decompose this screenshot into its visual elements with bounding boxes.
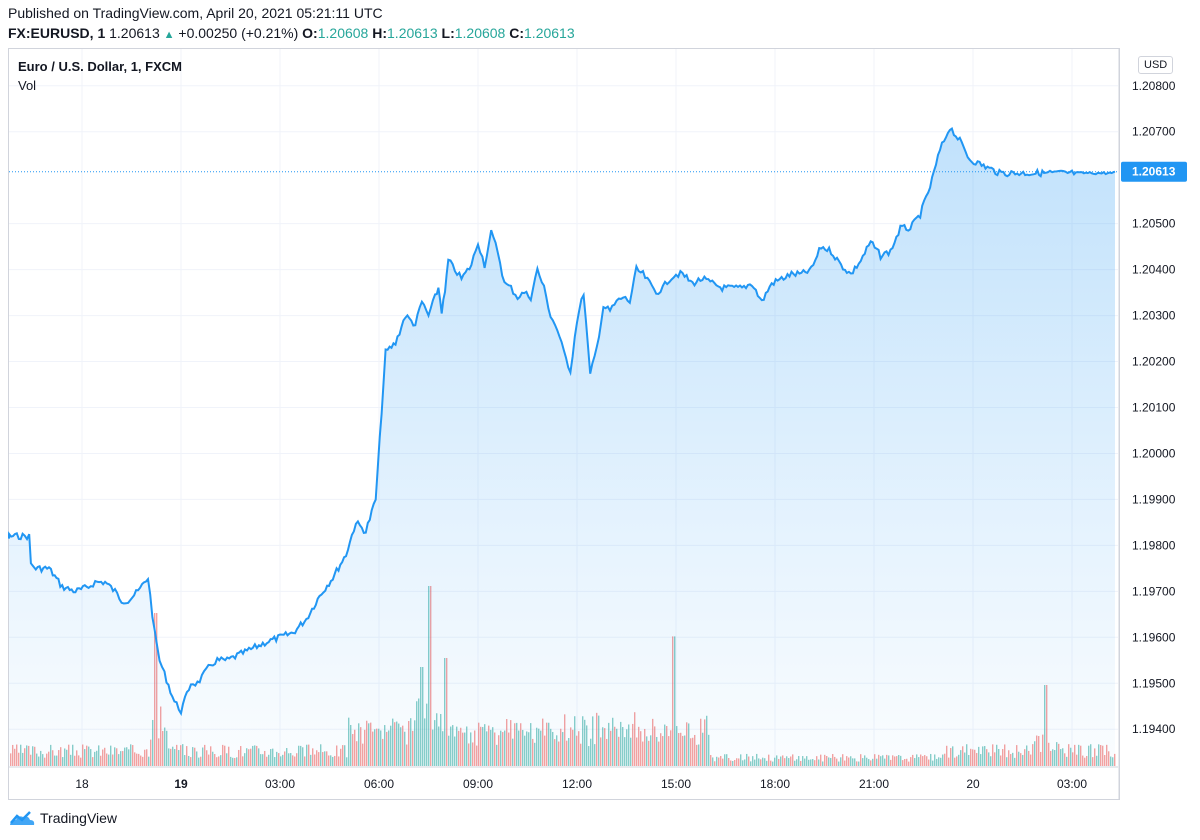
x-tick-label: 19 [174, 777, 188, 791]
x-tick-label: 20 [966, 777, 980, 791]
currency-label[interactable]: USD [1138, 56, 1174, 74]
brand-name: TradingView [40, 810, 118, 826]
symbol-quote-line: FX:EURUSD, 1 1.20613 ▲ +0.00250 (+0.21%)… [8, 25, 575, 41]
y-tick-label: 1.20200 [1132, 355, 1176, 369]
y-tick-label: 1.20800 [1132, 79, 1176, 93]
x-tick-label: 12:00 [562, 777, 592, 791]
up-arrow-icon: ▲ [163, 29, 175, 41]
close-value: 1.20613 [524, 25, 575, 41]
y-tick-label: 1.20700 [1132, 125, 1176, 139]
y-tick-label: 1.19800 [1132, 538, 1176, 552]
y-tick-label: 1.20300 [1132, 309, 1176, 323]
y-tick-label: 1.20000 [1132, 446, 1176, 460]
chart-legend-title[interactable]: Euro / U.S. Dollar, 1, FXCM [18, 59, 182, 74]
price-change: +0.00250 (+0.21%) [178, 25, 299, 41]
y-tick-label: 1.19600 [1132, 630, 1176, 644]
tradingview-cloud-icon [10, 811, 35, 825]
x-tick-label: 09:00 [463, 777, 493, 791]
y-tick-label: 1.20400 [1132, 263, 1176, 277]
time-axis[interactable]: 18 19 03:00 06:00 09:00 12:00 15:00 18:00 21:00 2… [8, 766, 1118, 791]
open-label: O: [302, 25, 318, 41]
y-tick-label: 1.19500 [1132, 676, 1176, 690]
x-tick-label: 06:00 [364, 777, 394, 791]
price-area-fill [9, 128, 1115, 767]
y-tick-label: 1.20500 [1132, 217, 1176, 231]
current-price-tag: 1.20613 [1121, 161, 1187, 182]
low-label: L: [441, 25, 455, 41]
x-tick-label: 21:00 [859, 777, 889, 791]
x-tick-label: 03:00 [265, 777, 295, 791]
y-tick-label: 1.19400 [1132, 722, 1176, 736]
y-tick-label: 1.19900 [1132, 492, 1176, 506]
current-price-label: 1.20613 [1132, 165, 1176, 179]
open-value: 1.20608 [317, 25, 369, 41]
y-tick-label: 1.20100 [1132, 401, 1176, 415]
low-value: 1.20608 [454, 25, 506, 41]
price-line[interactable] [8, 126, 1116, 717]
x-tick-label: 18:00 [760, 777, 790, 791]
high-label: H: [372, 25, 388, 41]
volume-legend[interactable]: Vol [18, 78, 37, 93]
last-price: 1.20613 [109, 25, 160, 41]
published-caption: Published on TradingView.com, April 20, … [8, 5, 383, 21]
price-axis[interactable]: 1.19400 1.19500 1.19600 1.19700 1.19800 1.199… [1118, 48, 1176, 800]
x-tick-label: 03:00 [1057, 777, 1087, 791]
high-value: 1.20613 [387, 25, 438, 41]
symbol-label[interactable]: FX:EURUSD, 1 [8, 25, 106, 41]
footer-brand[interactable]: TradingView [8, 810, 117, 826]
x-tick-label: 15:00 [661, 777, 691, 791]
x-tick-label: 18 [75, 777, 89, 791]
close-label: C: [509, 25, 525, 41]
y-tick-label: 1.19700 [1132, 584, 1176, 598]
